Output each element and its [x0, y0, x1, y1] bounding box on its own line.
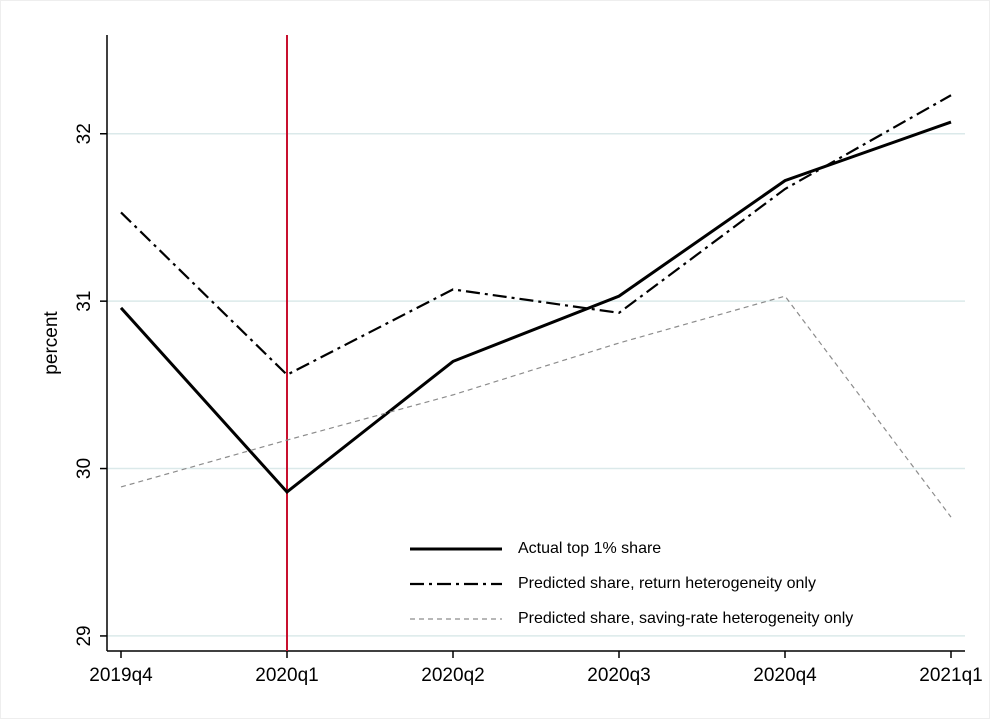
- y-tick-label: 29: [74, 625, 95, 646]
- series-line: [120, 94, 952, 377]
- y-tick-label: 32: [74, 123, 95, 144]
- x-tick-label: 2021q1: [919, 665, 982, 686]
- y-tick-label: 30: [74, 458, 95, 479]
- x-tick-label: 2020q2: [421, 665, 484, 686]
- y-tick-label: 31: [74, 291, 95, 312]
- x-tick-label: 2020q1: [255, 665, 318, 686]
- y-axis-label: percent: [41, 311, 62, 375]
- x-tick-label: 2020q4: [753, 665, 817, 686]
- legend-label: Actual top 1% share: [518, 540, 661, 557]
- x-tick-label: 2020q3: [587, 665, 650, 686]
- legend-label: Predicted share, saving-rate heterogenei…: [518, 610, 853, 627]
- x-tick-label: 2019q4: [89, 665, 153, 686]
- series-line: [119, 120, 952, 495]
- legend-label: Predicted share, return heterogeneity on…: [518, 575, 816, 592]
